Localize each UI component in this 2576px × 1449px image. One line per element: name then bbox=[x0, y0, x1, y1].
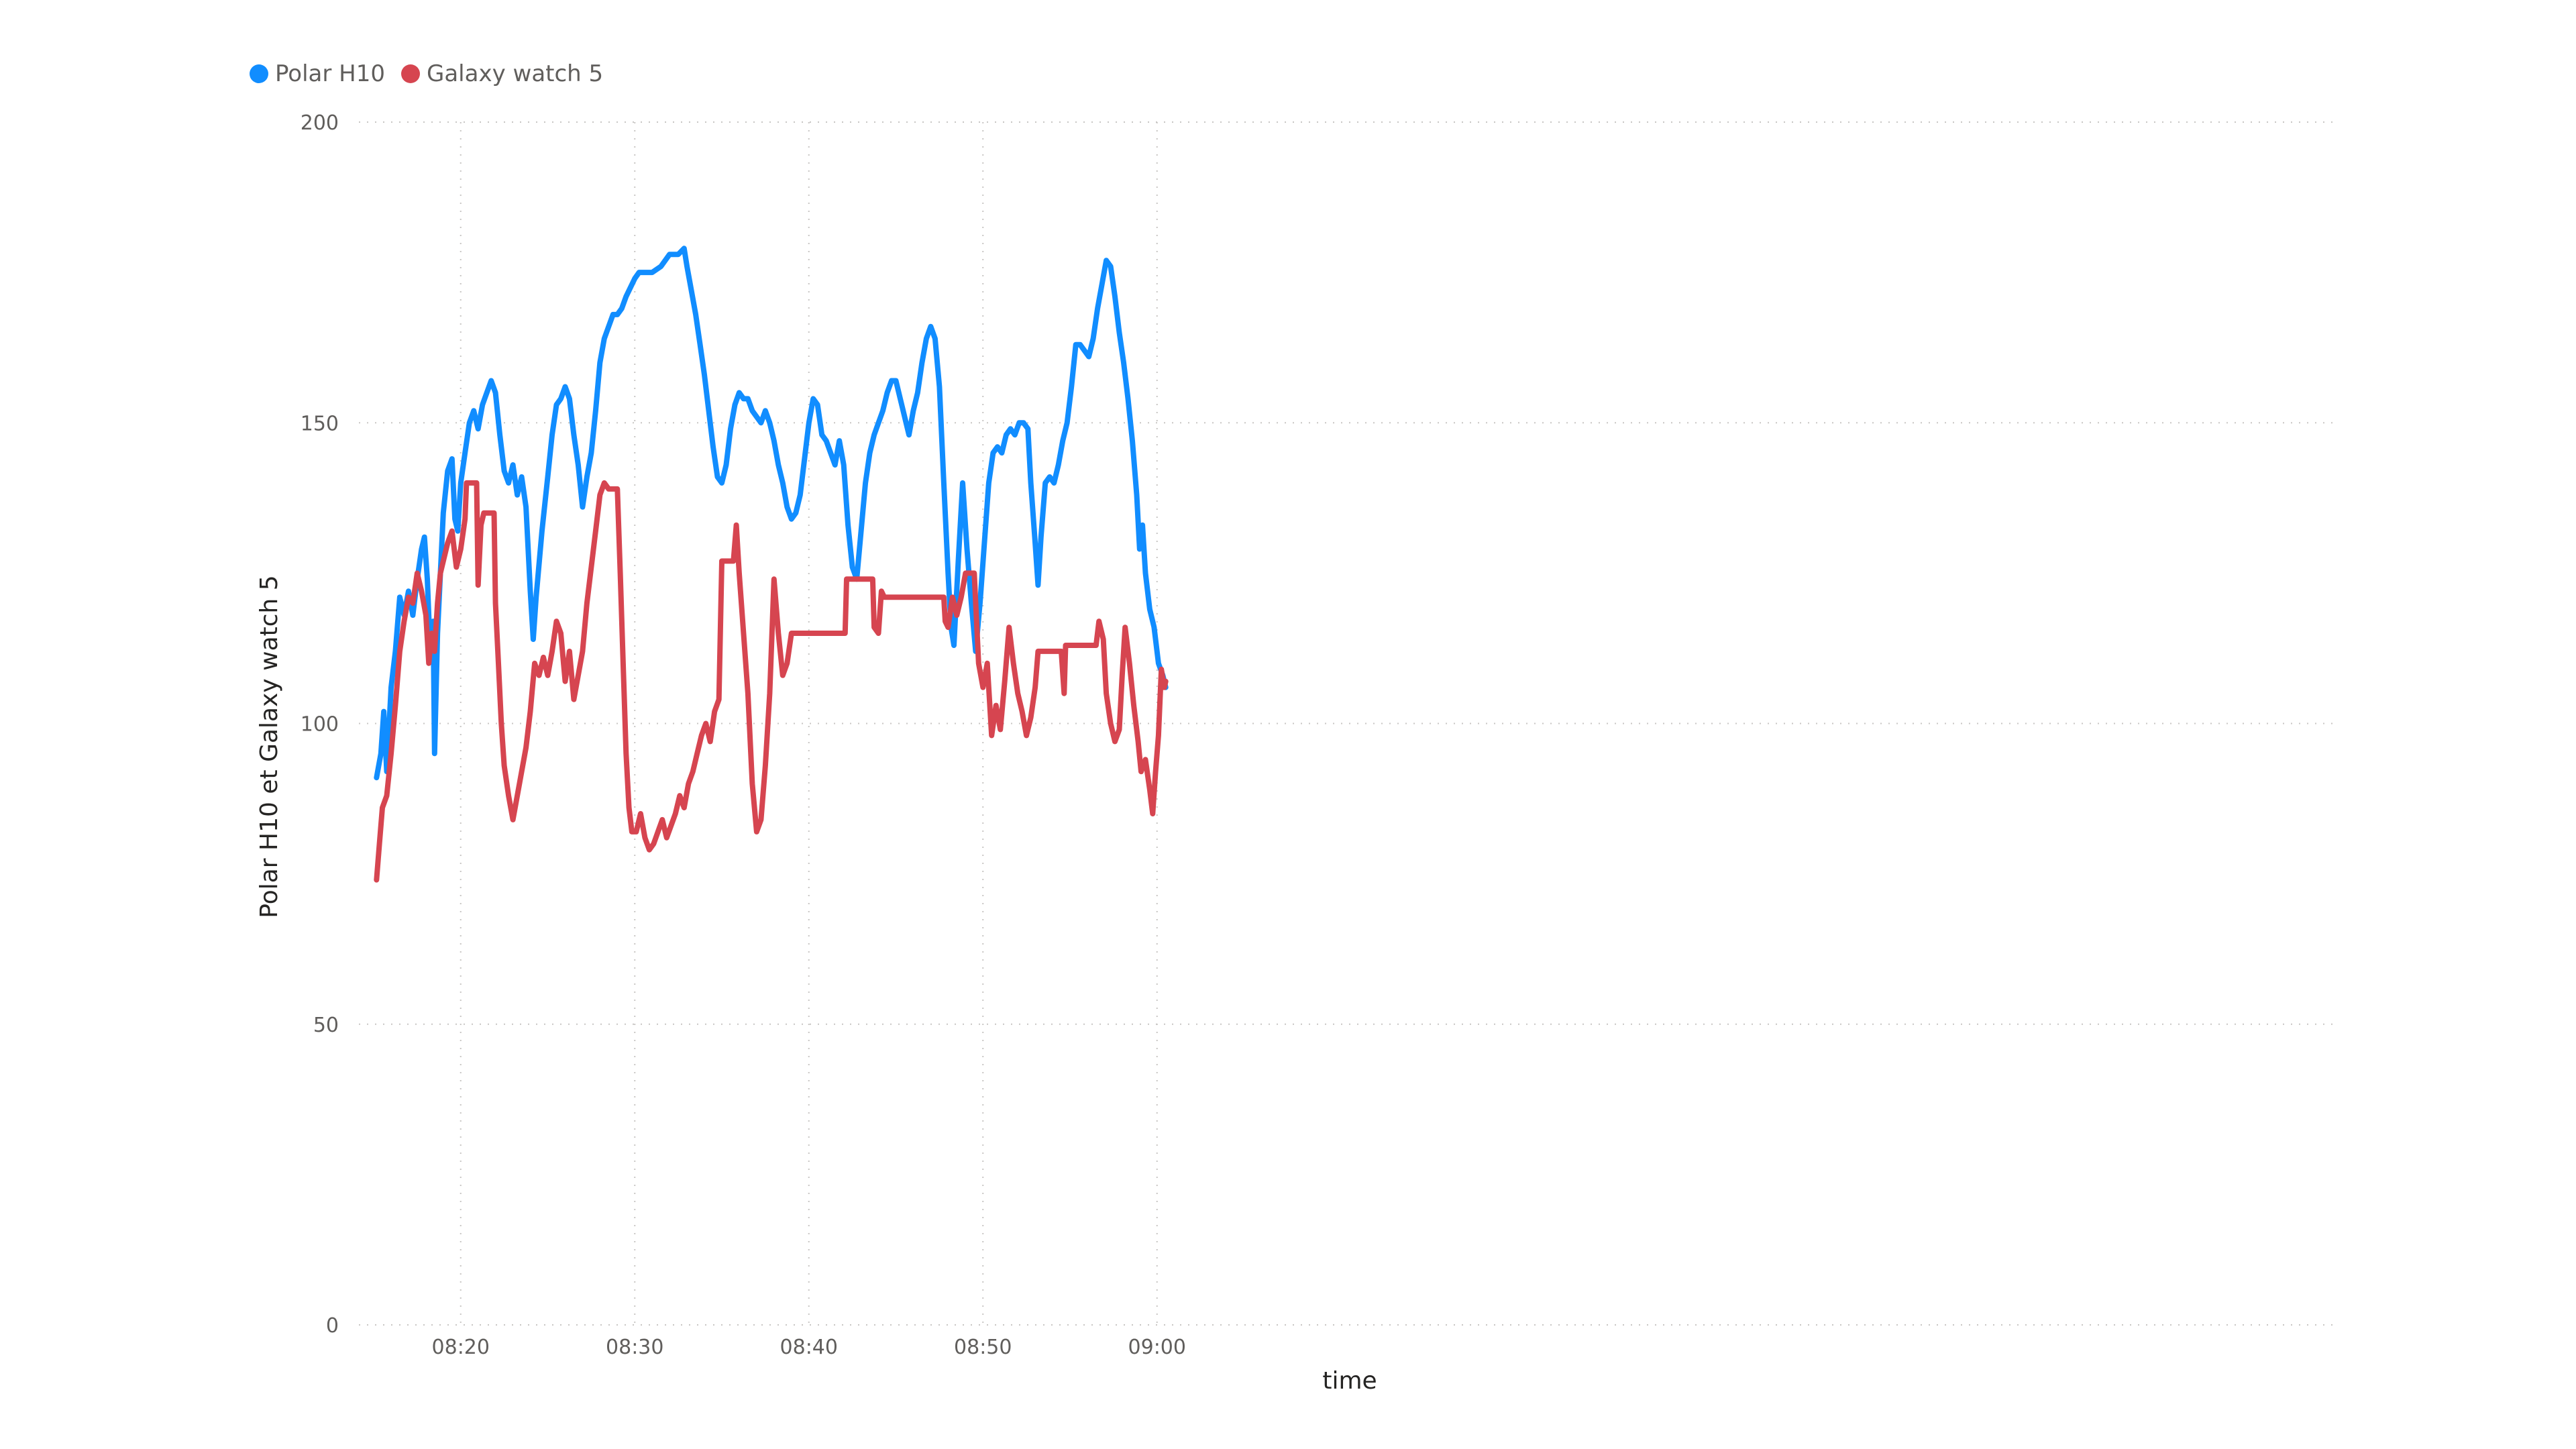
x-tick-label: 08:50 bbox=[954, 1336, 1012, 1359]
x-tick-label: 08:30 bbox=[606, 1336, 663, 1359]
x-tick-label: 09:00 bbox=[1128, 1336, 1186, 1359]
y-tick-label: 0 bbox=[326, 1314, 339, 1338]
gridlines bbox=[359, 121, 2334, 1326]
x-axis-title: time bbox=[1322, 1367, 1377, 1395]
legend-marker-polar-h10 bbox=[250, 64, 268, 83]
y-tick-label: 200 bbox=[301, 111, 339, 135]
y-tick-label: 150 bbox=[301, 412, 339, 435]
series-line-polar-h10[interactable] bbox=[374, 246, 1169, 781]
legend-marker-galaxy-watch-5 bbox=[401, 64, 420, 83]
y-axis-title: Polar H10 et Galaxy watch 5 bbox=[256, 575, 283, 918]
y-tick-label: 100 bbox=[301, 713, 339, 737]
x-axis: 08:20 08:30 08:40 08:50 09:00 bbox=[432, 1336, 1186, 1359]
series-lines bbox=[374, 246, 1169, 883]
x-tick-label: 08:40 bbox=[780, 1336, 838, 1359]
legend: Polar H10 Galaxy watch 5 bbox=[250, 59, 603, 89]
y-tick-label: 50 bbox=[313, 1014, 339, 1037]
legend-item-galaxy-watch-5[interactable]: Galaxy watch 5 bbox=[401, 60, 603, 87]
x-tick-label: 08:20 bbox=[432, 1336, 490, 1359]
series-line-galaxy-watch-5[interactable] bbox=[374, 480, 1169, 883]
legend-label-polar-h10: Polar H10 bbox=[275, 60, 385, 87]
legend-label-galaxy-watch-5: Galaxy watch 5 bbox=[427, 60, 604, 87]
legend-item-polar-h10[interactable]: Polar H10 bbox=[250, 60, 385, 87]
y-axis: 0 50 100 150 200 bbox=[301, 111, 339, 1338]
